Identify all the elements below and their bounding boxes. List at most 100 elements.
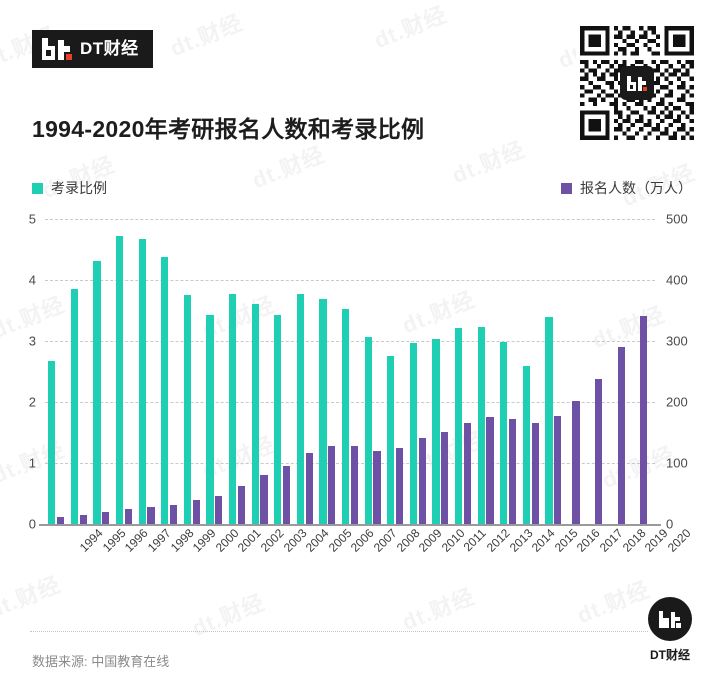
bar-group[interactable]	[203, 219, 226, 524]
bar-count[interactable]	[486, 416, 494, 524]
y-axis-right-tick: 300	[666, 333, 688, 349]
bar-ratio[interactable]	[545, 317, 553, 524]
bar-group[interactable]	[68, 219, 91, 524]
bar-count[interactable]	[373, 450, 381, 524]
bar-count[interactable]	[283, 466, 291, 524]
bar-ratio[interactable]	[341, 309, 350, 524]
bar-ratio[interactable]	[274, 314, 282, 524]
bar-count[interactable]	[554, 416, 562, 524]
bar-count[interactable]	[350, 445, 358, 524]
footer-brand: DT财经	[642, 597, 698, 663]
legend-item-count: 报名人数（万人）	[561, 178, 692, 198]
bar-group[interactable]	[542, 219, 565, 524]
bar-count[interactable]	[508, 419, 517, 524]
bar-ratio[interactable]	[206, 314, 214, 524]
bar-count[interactable]	[572, 401, 580, 524]
bar-group[interactable]	[632, 219, 655, 524]
y-axis-right-tick: 100	[666, 455, 688, 471]
y-axis-right-tick: 500	[666, 211, 688, 227]
qr-code-icon[interactable]	[576, 22, 698, 144]
bar-count[interactable]	[617, 347, 625, 524]
axis-baseline	[39, 524, 661, 526]
bar-group[interactable]	[294, 219, 317, 524]
bar-ratio[interactable]	[296, 294, 304, 524]
bar-count[interactable]	[531, 423, 539, 524]
bar-ratio[interactable]	[409, 343, 417, 524]
watermark-text: dt.财经	[188, 589, 269, 642]
bar-ratio[interactable]	[70, 289, 79, 524]
bar-count[interactable]	[170, 504, 178, 524]
bar-ratio[interactable]	[138, 238, 146, 524]
bar-group[interactable]	[339, 219, 362, 524]
gridline	[45, 463, 655, 464]
bar-group[interactable]	[158, 219, 181, 524]
bar-count[interactable]	[640, 316, 648, 524]
bar-group[interactable]	[248, 219, 271, 524]
bar-count[interactable]	[192, 500, 200, 524]
bar-group[interactable]	[406, 219, 429, 524]
bar-group[interactable]	[361, 219, 384, 524]
bar-count[interactable]	[463, 422, 471, 524]
bar-group[interactable]	[226, 219, 249, 524]
bar-count[interactable]	[147, 507, 155, 524]
x-axis-tick-label: 2004	[303, 526, 332, 555]
bar-group[interactable]	[565, 219, 588, 524]
legend-swatch-ratio	[32, 182, 43, 194]
x-axis-tick-label: 2009	[415, 526, 445, 555]
bar-ratio[interactable]	[183, 294, 192, 524]
bar-group[interactable]	[90, 219, 113, 524]
dt-logo-icon	[648, 597, 692, 641]
bar-count[interactable]	[305, 452, 313, 524]
bar-group[interactable]	[181, 219, 204, 524]
bar-group[interactable]	[135, 219, 158, 524]
bar-group[interactable]	[271, 219, 294, 524]
bar-count[interactable]	[418, 438, 426, 524]
bar-ratio[interactable]	[432, 338, 440, 524]
bar-ratio[interactable]	[477, 326, 485, 524]
x-axis-tick-label: 2007	[370, 526, 400, 555]
bar-ratio[interactable]	[500, 341, 508, 524]
bar-group[interactable]	[316, 219, 339, 524]
bar-count[interactable]	[57, 517, 65, 524]
bar-group[interactable]	[113, 219, 136, 524]
gridline	[45, 280, 655, 281]
bar-group[interactable]	[452, 219, 475, 524]
bar-count[interactable]	[441, 431, 449, 524]
bar-ratio[interactable]	[251, 304, 259, 524]
bar-ratio[interactable]	[454, 328, 463, 524]
bar-count[interactable]	[79, 514, 87, 524]
bar-group[interactable]	[497, 219, 520, 524]
bar-count[interactable]	[594, 378, 603, 524]
bar-ratio[interactable]	[522, 366, 530, 524]
bar-group[interactable]	[384, 219, 407, 524]
bar-count[interactable]	[395, 448, 404, 524]
bar-ratio[interactable]	[116, 236, 124, 524]
bar-ratio[interactable]	[93, 261, 101, 524]
bar-group[interactable]	[519, 219, 542, 524]
bar-group[interactable]	[474, 219, 497, 524]
watermark-text: dt.财经	[398, 583, 479, 636]
bar-ratio[interactable]	[319, 298, 327, 524]
x-axis-tick-label: 1999	[190, 526, 219, 555]
bar-count[interactable]	[328, 446, 336, 524]
bar-count[interactable]	[215, 495, 223, 524]
bar-group[interactable]	[587, 219, 610, 524]
bar-group[interactable]	[45, 219, 68, 524]
watermark-text: dt.财经	[370, 1, 451, 54]
y-axis-left-tick: 4	[28, 272, 36, 288]
bar-count[interactable]	[237, 485, 246, 524]
x-axis-tick-label: 2018	[619, 526, 649, 555]
bar-ratio[interactable]	[387, 355, 395, 524]
x-axis-labels: 1994 1995 1996 1997 1998 1999 2000 2001 2002 2003…	[45, 526, 693, 586]
legend-label-ratio: 考录比例	[51, 180, 107, 196]
bar-ratio[interactable]	[229, 294, 237, 524]
bar-ratio[interactable]	[161, 256, 169, 524]
bar-ratio[interactable]	[48, 361, 56, 524]
bar-count[interactable]	[260, 475, 268, 524]
bar-group[interactable]	[610, 219, 633, 524]
bar-count[interactable]	[102, 511, 110, 524]
bar-count[interactable]	[124, 509, 133, 524]
x-axis-tick-label: 1995	[99, 526, 129, 555]
bar-group[interactable]	[429, 219, 452, 524]
bar-ratio[interactable]	[364, 336, 372, 524]
